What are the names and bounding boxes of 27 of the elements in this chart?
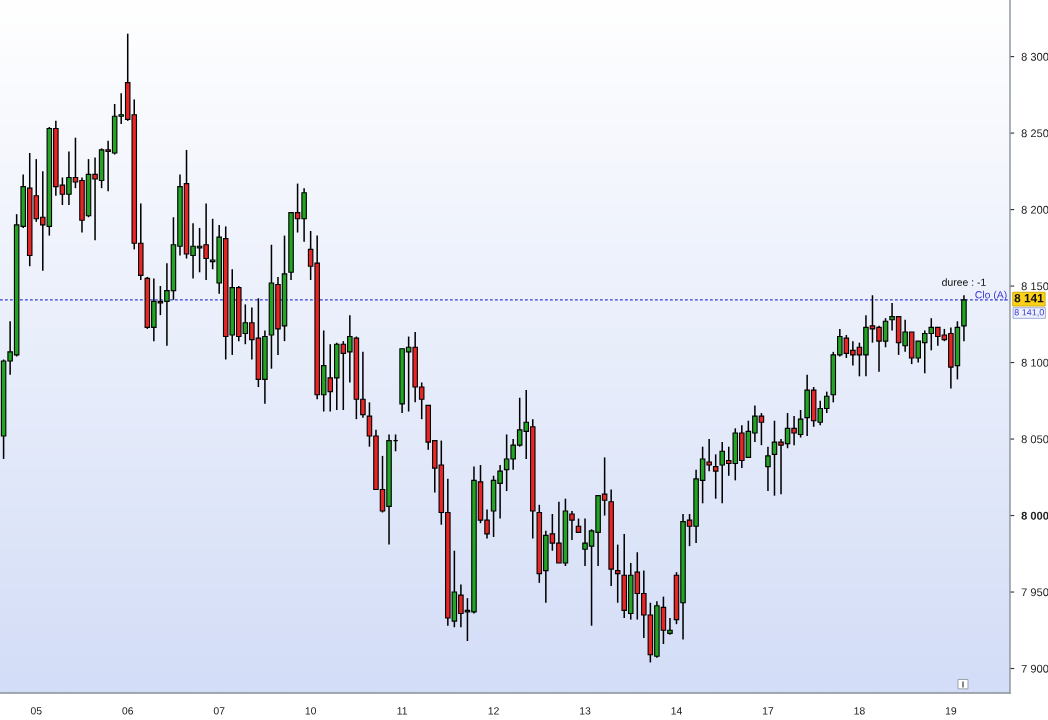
y-tick-label: 8 200	[1021, 205, 1048, 214]
y-tick-label: 8 000	[1021, 511, 1048, 520]
text: 8 141,0	[1014, 309, 1044, 317]
x-tick-label: 10	[305, 707, 317, 715]
x-tick-label: 07	[213, 707, 225, 715]
y-tick-label: 8 150	[1021, 282, 1048, 291]
y-tick-label: 7 950	[1021, 588, 1048, 597]
x-tick-label: 12	[488, 707, 499, 715]
x-tick-label: 14	[671, 707, 682, 715]
x-tick-label: 11	[397, 707, 408, 715]
candlestick	[712, 453, 719, 500]
x-tick-label: 17	[762, 707, 774, 715]
y-tick-label: 8 250	[1021, 129, 1048, 138]
candlestick	[765, 445, 771, 492]
candlestick	[614, 543, 621, 604]
ref-line-label: Clo (A)	[975, 290, 1007, 301]
x-tick-label: 05	[30, 707, 42, 715]
x-tick-label: 13	[580, 707, 591, 715]
y-tick-label: 8 100	[1021, 358, 1048, 367]
annotation: duree : -1	[942, 278, 986, 286]
y-tick-label: 8 300	[1021, 52, 1048, 61]
y-tick-label: 7 900	[1021, 664, 1048, 673]
x-tick-label: 18	[854, 707, 865, 715]
x-tick-label: 06	[122, 707, 134, 715]
text: 8 141	[1014, 293, 1044, 303]
y-tick-label: 8 050	[1021, 435, 1048, 444]
x-tick-label: 19	[945, 707, 957, 715]
